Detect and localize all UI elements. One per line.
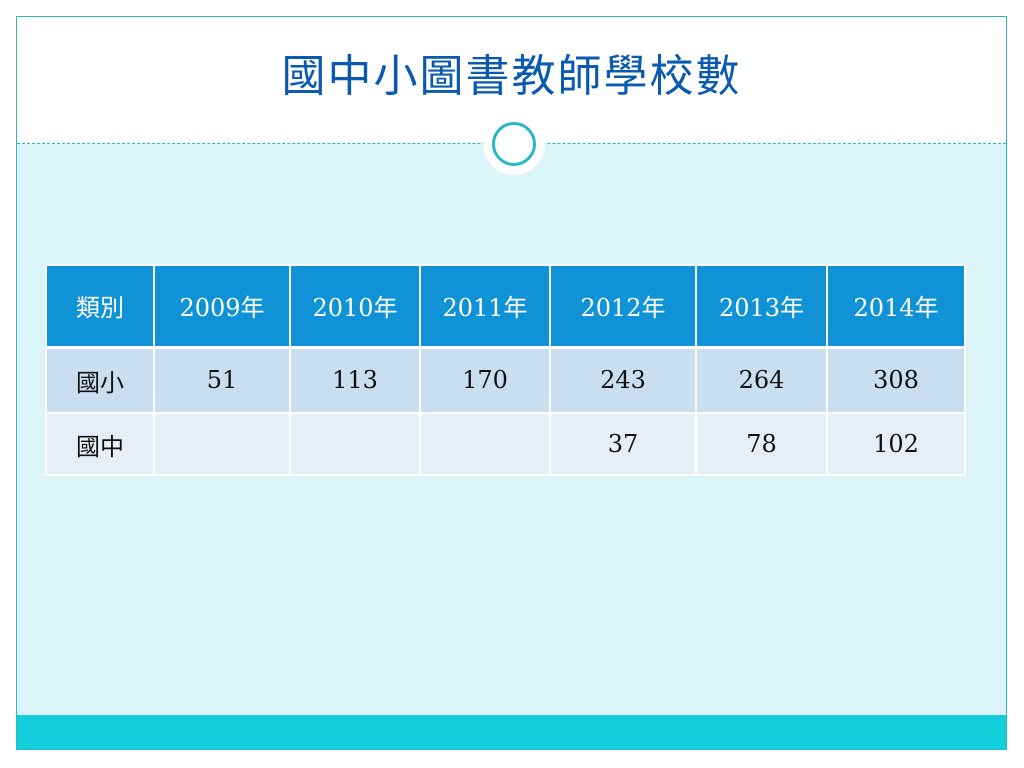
header-year: 2010年 — [289, 264, 421, 349]
slide: 國中小圖書教師學校數 類別 2009年 2010年 2011年 2012年 20… — [16, 16, 1007, 750]
row-label: 國小 — [45, 346, 155, 414]
table-cell: 308 — [826, 346, 966, 414]
table-cell: 264 — [695, 346, 828, 414]
header-year: 2013年 — [695, 264, 828, 349]
footer-bar — [17, 715, 1006, 749]
table-cell — [419, 412, 551, 476]
slide-title: 國中小圖書教師學校數 — [281, 51, 742, 102]
header-category: 類別 — [45, 264, 155, 349]
table-cell — [153, 412, 291, 476]
header-year: 2012年 — [549, 264, 697, 349]
table-cell — [289, 412, 421, 476]
table-cell: 102 — [826, 412, 966, 476]
row-label: 國中 — [45, 412, 155, 476]
table-row: 國小 51 113 170 243 264 308 — [45, 346, 966, 414]
table-header-row: 類別 2009年 2010年 2011年 2012年 2013年 2014年 — [45, 264, 966, 349]
circle-icon — [492, 122, 536, 166]
header-year: 2014年 — [826, 264, 966, 349]
table-cell: 170 — [419, 346, 551, 414]
header-year: 2009年 — [153, 264, 291, 349]
table-cell: 78 — [695, 412, 828, 476]
table-row: 國中 37 78 102 — [45, 412, 966, 476]
header-year: 2011年 — [419, 264, 551, 349]
table-cell: 113 — [289, 346, 421, 414]
table-cell: 243 — [549, 346, 697, 414]
data-table: 類別 2009年 2010年 2011年 2012年 2013年 2014年 國… — [45, 264, 966, 476]
table-cell: 51 — [153, 346, 291, 414]
table-cell: 37 — [549, 412, 697, 476]
